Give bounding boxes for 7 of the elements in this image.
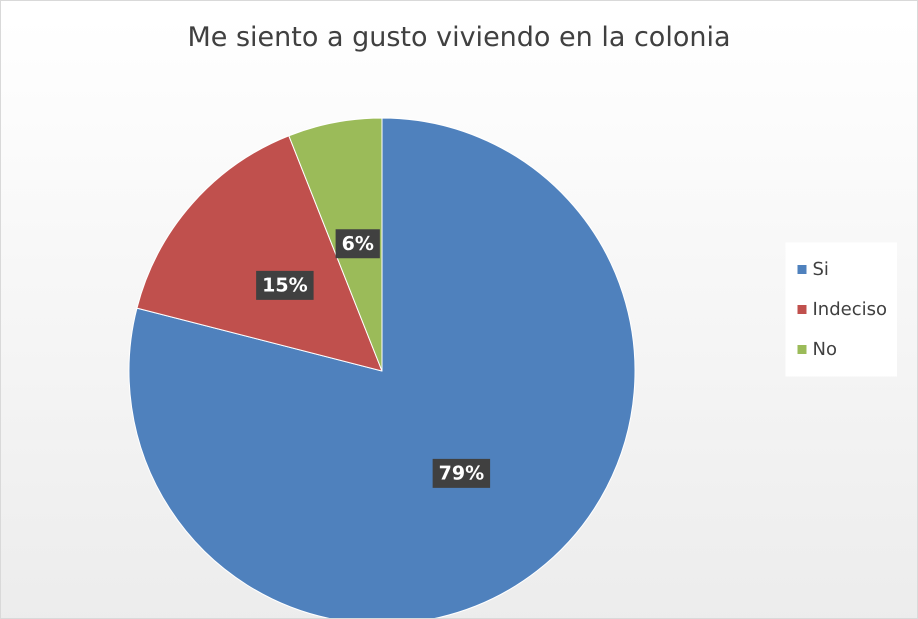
data-label: 79% [438, 462, 484, 484]
data-label: 15% [262, 274, 308, 296]
legend-label: No [812, 339, 837, 360]
legend-label: Indeciso [812, 299, 888, 320]
data-label: 6% [342, 232, 374, 255]
chart-title: Me siento a gusto viviendo en la colonia [187, 22, 731, 53]
legend-label: Si [812, 259, 829, 280]
